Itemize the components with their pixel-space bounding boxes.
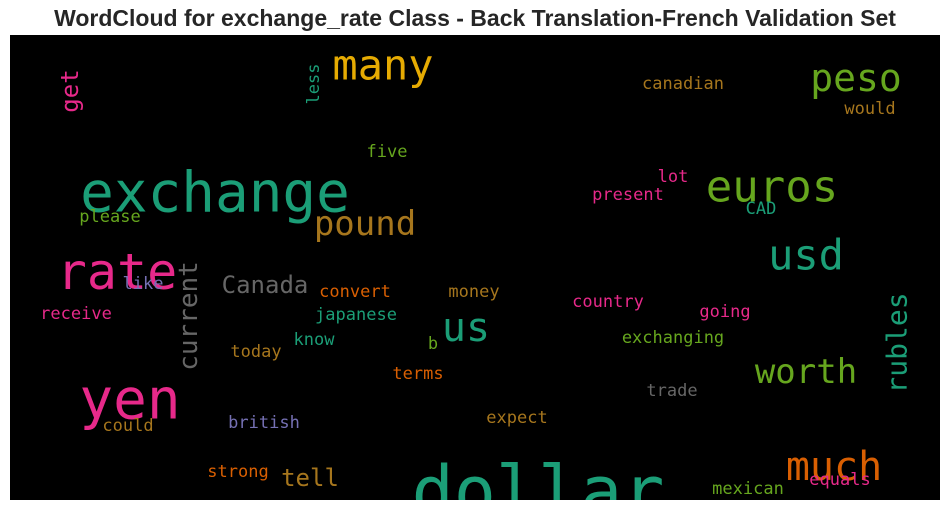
word-pound: pound [314,204,416,244]
word-mexican: mexican [712,479,784,499]
word-rubles: rubles [881,292,914,393]
word-exchange: exchange [80,161,350,226]
word-receive: receive [40,304,112,324]
word-terms: terms [392,364,443,384]
word-peso: peso [810,56,902,100]
word-exchanging: exchanging [622,328,724,348]
word-current: current [174,261,204,371]
word-rate: rate [57,243,177,301]
word-country: country [572,292,644,312]
word-get: get [56,69,84,112]
word-trade: trade [646,381,697,401]
word-equals: equals [809,470,870,490]
word-expect: expect [486,408,547,428]
word-like: like [123,274,164,294]
word-tell: tell [281,464,339,492]
word-dollar: dollar [412,451,665,500]
word-going: going [699,302,750,322]
word-many: many [332,41,433,90]
word-much: much [786,444,882,490]
word-b: b [428,334,438,354]
word-please: please [79,207,140,227]
word-today: today [230,342,281,362]
word-lot: lot [658,167,689,187]
word-canada: Canada [222,271,309,299]
word-less: less [304,64,324,105]
word-could: could [102,416,153,436]
word-worth: worth [755,352,857,392]
word-canadian: canadian [642,74,724,94]
word-convert: convert [319,282,391,302]
word-british: british [228,413,300,433]
wordcloud-background [10,35,940,500]
word-money: money [448,282,499,302]
word-japanese: japanese [315,305,397,325]
word-usd: usd [768,231,844,280]
word-cad: CAD [746,199,777,219]
chart-title: WordCloud for exchange_rate Class - Back… [54,5,896,31]
word-would: would [844,99,895,119]
word-present: present [592,185,664,205]
word-strong: strong [207,462,268,482]
word-yen: yen [79,368,180,433]
word-us: us [442,305,490,351]
word-know: know [294,330,336,350]
word-euros: euros [706,162,838,213]
word-group: dollar exchange yen rate many euros usd peso us m… [40,41,913,501]
word-five: five [367,142,408,162]
wordcloud-canvas: dollar exchange yen rate many euros usd peso us m… [10,35,940,500]
